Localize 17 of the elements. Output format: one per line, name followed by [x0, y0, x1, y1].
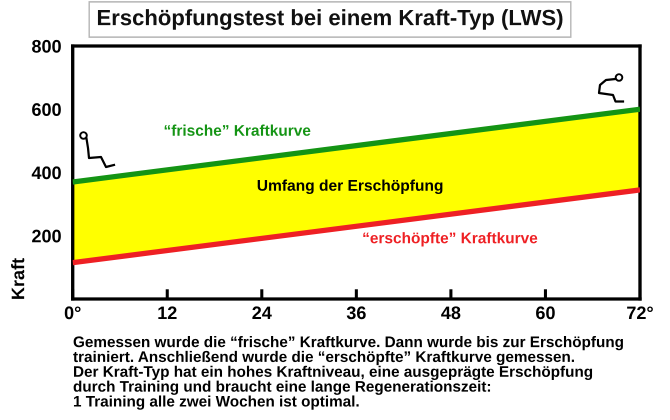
- x-tick-label: 48: [441, 306, 460, 320]
- chart-title: Erschöpfungstest bei einem Kraft-Typ (LWS): [98, 9, 562, 30]
- series-label: “erschöpfte” Kraftkurve: [363, 232, 538, 246]
- x-tick-label: 36: [346, 306, 366, 320]
- x-tick-label: 0°: [64, 306, 81, 320]
- x-tick-label: 24: [252, 306, 272, 320]
- y-tick-label: 200: [32, 230, 61, 242]
- y-axis-title: Kraft: [11, 258, 24, 299]
- y-tick-label: 400: [32, 166, 61, 180]
- y-tick-label: 600: [32, 103, 61, 116]
- text: Gemessen wurde die “frische” Kraftkurve. Dann wurde bis zur Erschöpfung trainiert. Anschließend wurde die “erschöpfte” Kraftkurve gemessen. Der Kraft-Typ hat ein hohes Kraftniveau, eine ausgeprägte Erschöpfung durch Training und braucht eine lange Regenerationszeit: 1 Training alle zwei Wochen ist optimal.: [73, 336, 623, 410]
- x-tick-label: 60: [536, 306, 555, 320]
- series-label: “frische” Kraftkurve: [164, 124, 310, 136]
- x-tick-label: 72°: [627, 306, 653, 320]
- x-tick-label: 12: [158, 306, 177, 320]
- annotation: Umfang der Erschöpfung: [258, 179, 442, 194]
- y-tick-label: 800: [32, 40, 61, 53]
